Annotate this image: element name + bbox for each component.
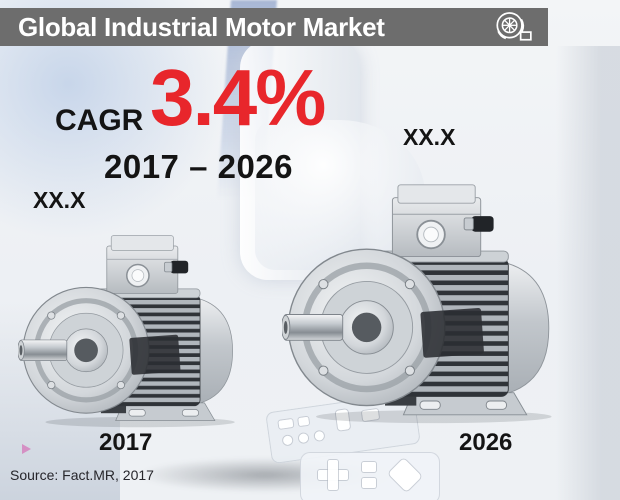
page-title: Global Industrial Motor Market bbox=[18, 11, 385, 42]
motor-image-2017 bbox=[18, 226, 240, 428]
market-value-2017: XX.X bbox=[33, 187, 86, 213]
cagr-label: CAGR bbox=[55, 104, 144, 137]
source-note: Source: Fact.MR, 2017 bbox=[10, 467, 154, 483]
cagr-period: 2017 – 2026 bbox=[104, 148, 294, 185]
background-pink-marker bbox=[22, 444, 31, 454]
market-value-2026: XX.X bbox=[403, 124, 456, 150]
centrifugal-pump-icon bbox=[496, 12, 532, 41]
background-right-band bbox=[556, 46, 620, 500]
year-label-2026: 2026 bbox=[459, 429, 513, 456]
header-bar: Global Industrial Motor Market bbox=[0, 8, 548, 46]
background-remote-pad bbox=[300, 452, 440, 500]
motor-image-2026 bbox=[282, 173, 558, 424]
cagr-value: 3.4% bbox=[150, 53, 326, 142]
year-label-2017: 2017 bbox=[99, 429, 153, 456]
